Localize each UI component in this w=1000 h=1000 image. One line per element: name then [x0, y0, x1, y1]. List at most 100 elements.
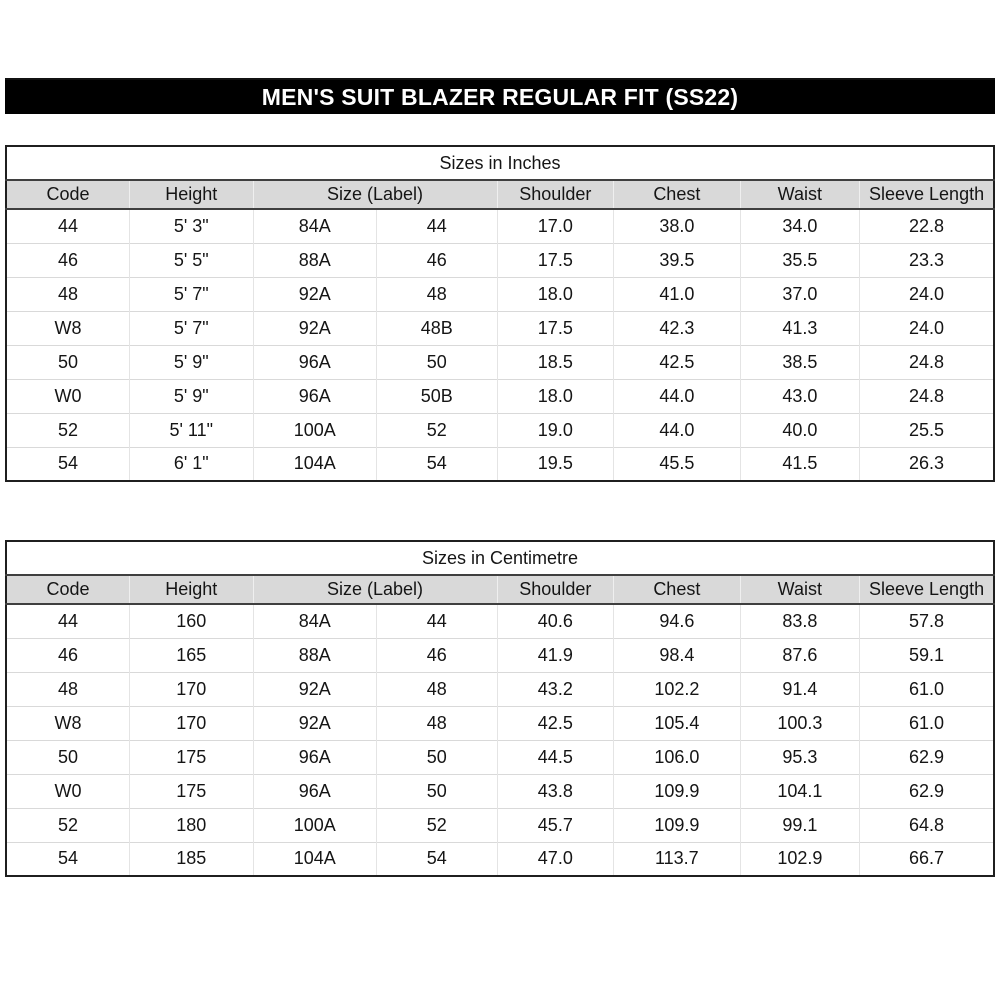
size-table: Sizes in Centimetre Code Height Size (Label… — [5, 540, 995, 877]
table-cell: 88A — [252, 242, 377, 277]
table-cell: 43.0 — [739, 378, 860, 413]
table-cell: 5' 7" — [129, 276, 253, 311]
table-cell: 180 — [129, 807, 253, 842]
table-cell: 102.9 — [739, 841, 860, 876]
column-header-waist: Waist — [739, 575, 860, 605]
table-cell: 17.5 — [496, 242, 614, 277]
table-cell: 24.0 — [859, 276, 994, 311]
table-cell: 50 — [6, 344, 130, 379]
table-cell: 41.5 — [739, 446, 860, 481]
table-cell: 5' 5" — [129, 242, 253, 277]
table-cell: 41.3 — [739, 310, 860, 345]
table-cell: 96A — [252, 739, 377, 774]
table-cell: 19.5 — [496, 446, 614, 481]
table-row: 46 5' 5" 88A 46 17.5 39.5 35.5 23.3 — [6, 242, 994, 277]
table-cell: 84A — [252, 209, 377, 243]
column-header-height: Height — [129, 575, 253, 605]
table-cell: 23.3 — [859, 242, 994, 277]
table-cell: 24.8 — [859, 378, 994, 413]
table-cell: 24.0 — [859, 310, 994, 345]
table-cell: 50 — [6, 739, 130, 774]
table-row: W0 175 96A 50 43.8 109.9 104.1 62.9 — [6, 773, 994, 808]
page-title: MEN'S SUIT BLAZER REGULAR FIT (SS22) — [261, 83, 739, 110]
table-cell: 18.0 — [496, 276, 614, 311]
table-cell: 48 — [376, 671, 498, 706]
centimetre-table-section: Sizes in Centimetre Code Height Size (Label… — [5, 540, 995, 877]
table-cell: 61.0 — [859, 671, 994, 706]
table-cell: 109.9 — [613, 773, 741, 808]
table-row: 48 5' 7" 92A 48 18.0 41.0 37.0 24.0 — [6, 276, 994, 311]
table-cell: 61.0 — [859, 705, 994, 740]
table-cell: 43.2 — [496, 671, 614, 706]
table-cell: 94.6 — [613, 604, 741, 638]
table-cell: 92A — [252, 276, 377, 311]
table-cell: 99.1 — [739, 807, 860, 842]
table-cell: 100A — [252, 412, 377, 447]
table-row: 52 5' 11" 100A 52 19.0 44.0 40.0 25.5 — [6, 412, 994, 447]
table-cell: 50 — [376, 773, 498, 808]
table-cell: 48B — [376, 310, 498, 345]
table-cell: 45.7 — [496, 807, 614, 842]
column-header-sleeve-length: Sleeve Length — [859, 575, 994, 605]
table-cell: W8 — [6, 310, 130, 345]
table-cell: 44.0 — [613, 412, 741, 447]
table-cell: 170 — [129, 671, 253, 706]
table-cell: 44.5 — [496, 739, 614, 774]
table-cell: 26.3 — [859, 446, 994, 481]
table-caption: Sizes in Inches — [6, 146, 994, 181]
table-cell: 95.3 — [739, 739, 860, 774]
table-caption: Sizes in Centimetre — [6, 541, 994, 576]
table-cell: 105.4 — [613, 705, 741, 740]
table-cell: 45.5 — [613, 446, 741, 481]
column-header-chest: Chest — [613, 180, 741, 210]
column-header-shoulder: Shoulder — [496, 575, 614, 605]
table-cell: 39.5 — [613, 242, 741, 277]
table-cell: 44 — [376, 604, 498, 638]
table-cell: 42.5 — [496, 705, 614, 740]
table-cell: 87.6 — [739, 637, 860, 672]
table-cell: 48 — [6, 276, 130, 311]
table-cell: 52 — [6, 807, 130, 842]
table-cell: 48 — [376, 705, 498, 740]
table-cell: 47.0 — [496, 841, 614, 876]
table-cell: 100A — [252, 807, 377, 842]
table-cell: 91.4 — [739, 671, 860, 706]
table-cell: 92A — [252, 310, 377, 345]
table-row: 48 170 92A 48 43.2 102.2 91.4 61.0 — [6, 671, 994, 706]
table-cell: 24.8 — [859, 344, 994, 379]
table-cell: 5' 9" — [129, 378, 253, 413]
table-cell: 54 — [376, 841, 498, 876]
table-cell: 113.7 — [613, 841, 741, 876]
table-cell: 83.8 — [739, 604, 860, 638]
table-cell: 160 — [129, 604, 253, 638]
table-cell: 46 — [6, 242, 130, 277]
table-cell: 19.0 — [496, 412, 614, 447]
table-cell: 41.0 — [613, 276, 741, 311]
table-cell: 43.8 — [496, 773, 614, 808]
table-row: W8 5' 7" 92A 48B 17.5 42.3 41.3 24.0 — [6, 310, 994, 345]
table-cell: 175 — [129, 773, 253, 808]
column-header-code: Code — [6, 180, 130, 210]
table-cell: 17.0 — [496, 209, 614, 243]
table-cell: W8 — [6, 705, 130, 740]
table-row: W0 5' 9" 96A 50B 18.0 44.0 43.0 24.8 — [6, 378, 994, 413]
inches-table-section: Sizes in Inches Code Height Size (Label) Sho… — [5, 145, 995, 482]
table-cell: 57.8 — [859, 604, 994, 638]
table-cell: 50 — [376, 739, 498, 774]
column-header-shoulder: Shoulder — [496, 180, 614, 210]
table-cell: 59.1 — [859, 637, 994, 672]
table-cell: 165 — [129, 637, 253, 672]
table-cell: 18.0 — [496, 378, 614, 413]
table-cell: 40.0 — [739, 412, 860, 447]
table-row: 44 160 84A 44 40.6 94.6 83.8 57.8 — [6, 604, 994, 638]
column-header-code: Code — [6, 575, 130, 605]
table-cell: 40.6 — [496, 604, 614, 638]
table-cell: 52 — [376, 807, 498, 842]
table-cell: 96A — [252, 378, 377, 413]
table-cell: 170 — [129, 705, 253, 740]
column-header-chest: Chest — [613, 575, 741, 605]
table-cell: 98.4 — [613, 637, 741, 672]
table-cell: 5' 3" — [129, 209, 253, 243]
column-header-height: Height — [129, 180, 253, 210]
table-cell: 5' 11" — [129, 412, 253, 447]
